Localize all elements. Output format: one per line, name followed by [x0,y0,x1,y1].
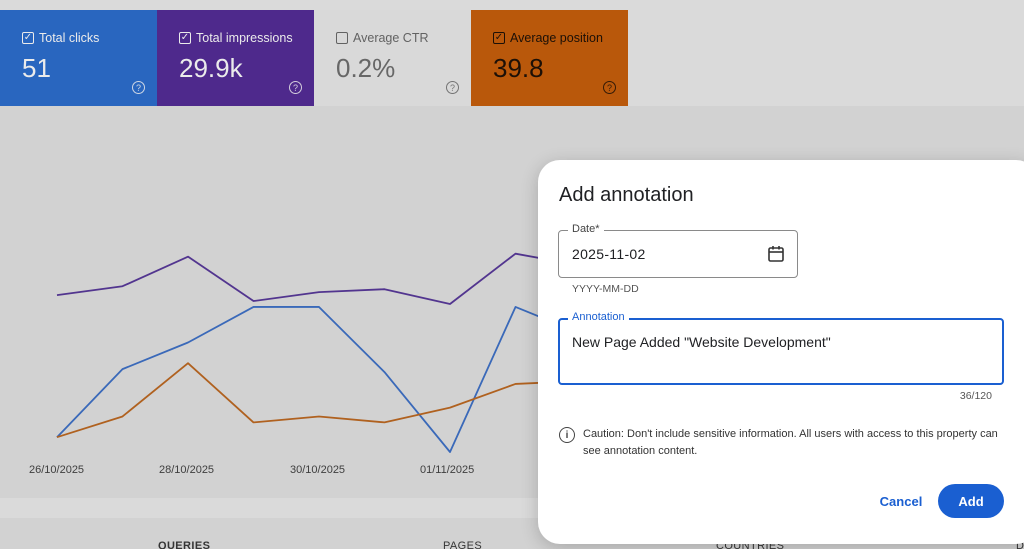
checkbox-icon[interactable]: ✓ [179,32,191,44]
metric-label: Average CTR [353,31,429,45]
performance-chart [56,252,582,453]
help-icon[interactable]: ? [289,81,302,94]
metric-value: 39.8 [493,53,544,83]
metric-value: 51 [22,53,51,83]
metric-card-total-clicks[interactable]: ✓ Total clicks 51 ? [0,10,157,106]
help-icon[interactable]: ? [603,81,616,94]
character-counter: 36/120 [959,390,992,402]
metric-cards: ✓ Total clicks 51 ? ✓ Total impressions … [0,10,1024,106]
metric-label: Total clicks [39,31,100,45]
annotation-field-value[interactable]: New Page Added "Website Development" [572,334,831,350]
metric-label: Average position [510,31,603,45]
cancel-button[interactable]: Cancel [879,493,923,509]
add-button[interactable]: Add [938,484,1004,518]
help-icon[interactable]: ? [446,81,459,94]
calendar-icon[interactable] [767,245,785,263]
x-tick-label: 28/10/2025 [159,464,215,476]
metric-card-average-ctr[interactable]: Average CTR 0.2% ? [314,10,471,106]
metric-card-average-position[interactable]: ✓ Average position 39.8 ? [471,10,628,106]
tab-countries[interactable]: COUNTRIES [716,540,785,549]
date-field-value[interactable]: 2025-11-02 [572,246,646,262]
tab-pages[interactable]: PAGES [443,540,483,549]
add-annotation-dialog: Add annotation Date* 2025-11-02 YYYY-MM-… [538,160,1024,544]
metric-card-total-impressions[interactable]: ✓ Total impressions 29.9k ? [157,10,314,106]
help-icon[interactable]: ? [132,81,145,94]
metric-value: 0.2% [336,53,396,83]
metric-label: Total impressions [196,31,293,45]
dialog-title: Add annotation [559,184,694,206]
date-field[interactable]: Date* 2025-11-02 [558,223,798,278]
info-icon: i [559,427,575,443]
checkbox-empty-icon[interactable] [336,32,348,44]
metric-value: 29.9k [179,53,243,83]
tab-devices[interactable]: D [1016,540,1024,549]
date-format-hint: YYYY-MM-DD [572,283,639,295]
checkbox-icon[interactable]: ✓ [22,32,34,44]
annotation-field[interactable]: Annotation New Page Added "Website Devel… [558,311,1004,385]
x-tick-label: 01/11/2025 [420,464,475,476]
caution-message: Caution: Don't include sensitive informa… [583,428,998,457]
x-tick-label: 26/10/2025 [29,464,85,476]
checkbox-icon[interactable]: ✓ [493,32,505,44]
annotation-field-label: Annotation [568,311,629,323]
x-tick-label: 30/10/2025 [290,464,346,476]
tab-queries[interactable]: QUERIES [158,540,211,549]
date-field-label: Date* [568,223,604,235]
